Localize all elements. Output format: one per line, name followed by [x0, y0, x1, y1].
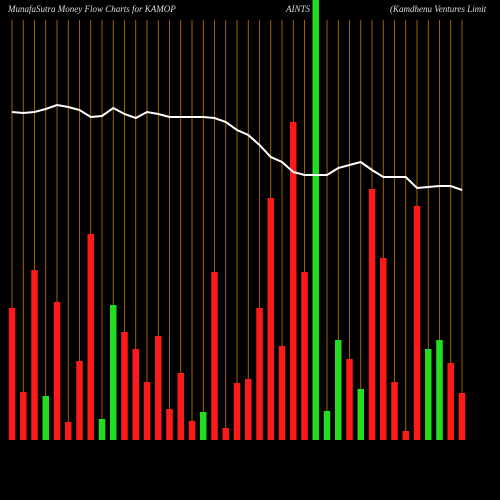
money-flow-line: [11, 103, 463, 191]
bar: [98, 419, 106, 440]
bar: [346, 359, 353, 440]
bar: [290, 122, 297, 440]
bar: [267, 198, 274, 440]
bar: [447, 363, 454, 440]
chart-title: (Kamdhenu Ventures Limit: [390, 4, 487, 14]
bar: [436, 340, 443, 440]
bar: [42, 396, 49, 440]
bar: [323, 411, 331, 440]
bar: [177, 373, 184, 440]
bar: [200, 412, 207, 440]
bar: [301, 272, 308, 440]
bar: [402, 431, 409, 440]
bar: [425, 349, 432, 440]
bar: [31, 270, 38, 440]
bar: [211, 272, 218, 440]
bar: [222, 428, 229, 440]
bar: [132, 349, 139, 440]
bar: [413, 206, 421, 440]
bar: [256, 308, 263, 440]
bar: [110, 305, 117, 440]
bar: [65, 422, 72, 440]
bar: [368, 189, 376, 440]
bar: [76, 361, 83, 440]
bar: [53, 302, 61, 440]
bar: [357, 389, 364, 440]
bar: [391, 382, 398, 440]
bar: [458, 393, 466, 440]
bar: [278, 346, 286, 440]
bar: [188, 421, 196, 440]
bar: [245, 379, 252, 440]
bar: [166, 409, 173, 440]
bar: [121, 332, 128, 440]
bar: [312, 0, 319, 440]
bar: [155, 336, 162, 440]
bar: [8, 308, 16, 440]
bar: [87, 234, 94, 440]
bar: [380, 258, 387, 440]
chart-title: MunafaSutra Money Flow Charts for KAMOP: [7, 4, 176, 14]
bar: [335, 340, 342, 440]
bar: [143, 382, 151, 440]
chart-title: AINTS: [285, 4, 311, 14]
bar: [20, 392, 27, 440]
bar: [233, 383, 241, 440]
